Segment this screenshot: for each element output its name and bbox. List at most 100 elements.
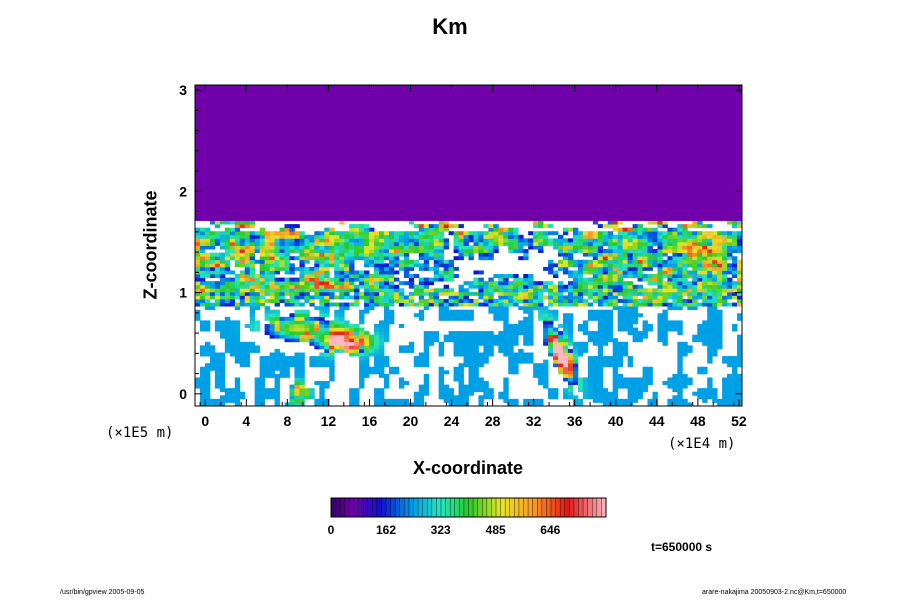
heatmap-cell <box>398 195 405 200</box>
heatmap-cell <box>244 245 251 250</box>
heatmap-cell <box>229 206 236 211</box>
heatmap-cell <box>558 281 564 286</box>
heatmap-cell <box>717 281 723 286</box>
heatmap-cell <box>602 327 609 332</box>
heatmap-cell <box>364 363 370 368</box>
heatmap-cell <box>284 270 290 275</box>
heatmap-cell <box>463 316 469 321</box>
heatmap-cell <box>677 395 683 400</box>
heatmap-cell <box>577 206 584 211</box>
heatmap-cell <box>637 381 643 385</box>
heatmap-cell <box>279 238 285 243</box>
heatmap-cell <box>602 281 609 286</box>
heatmap-cell <box>418 288 425 293</box>
heatmap-cell <box>438 216 445 221</box>
heatmap-cell <box>195 234 201 239</box>
heatmap-cell <box>652 398 658 403</box>
heatmap-cell <box>642 202 648 207</box>
heatmap-cell <box>592 184 599 189</box>
heatmap-cell <box>224 331 231 336</box>
heatmap-cell <box>244 266 251 271</box>
heatmap-cell <box>304 216 310 221</box>
heatmap-cell <box>483 252 489 257</box>
heatmap-cell <box>334 320 340 325</box>
heatmap-cell <box>662 323 668 328</box>
heatmap-cell <box>722 263 728 268</box>
heatmap-cell <box>299 184 305 189</box>
heatmap-cell <box>369 263 375 268</box>
heatmap-cell <box>662 334 668 339</box>
heatmap-cell <box>453 370 459 375</box>
heatmap-cell <box>264 206 270 211</box>
heatmap-cell <box>493 227 499 232</box>
heatmap-cell <box>344 291 350 296</box>
heatmap-cell <box>214 377 221 382</box>
heatmap-cell <box>518 206 524 211</box>
heatmap-cell <box>503 177 509 182</box>
heatmap-cell <box>244 231 251 236</box>
heatmap-cell <box>195 206 201 211</box>
heatmap-cell <box>687 199 693 204</box>
heatmap-cell <box>433 195 440 200</box>
heatmap-cell <box>567 245 574 250</box>
heatmap-cell <box>468 202 474 207</box>
heatmap-cell <box>309 181 315 186</box>
heatmap-cell <box>602 277 609 282</box>
heatmap-cell <box>229 291 236 296</box>
heatmap-cell <box>612 234 619 239</box>
heatmap-cell <box>488 338 494 343</box>
heatmap-cell <box>269 356 275 361</box>
heatmap-cell <box>562 391 569 396</box>
heatmap-cell <box>667 398 673 403</box>
heatmap-cell <box>209 206 216 211</box>
heatmap-cell <box>702 181 708 186</box>
heatmap-cell <box>443 316 450 321</box>
heatmap-cell <box>299 281 305 286</box>
heatmap-cell <box>468 345 474 350</box>
heatmap-cell <box>249 184 256 189</box>
heatmap-cell <box>229 270 236 275</box>
heatmap-cell <box>567 192 574 196</box>
heatmap-cell <box>378 266 385 271</box>
heatmap-cell <box>533 299 539 303</box>
heatmap-cell <box>642 227 648 232</box>
heatmap-cell <box>567 238 574 243</box>
heatmap-cell <box>727 195 733 200</box>
heatmap-cell <box>344 256 350 261</box>
heatmap-cell <box>229 192 236 196</box>
heatmap-cell <box>587 263 594 268</box>
heatmap-cell <box>582 291 589 296</box>
heatmap-cell <box>334 323 340 328</box>
heatmap-cell <box>473 331 479 336</box>
heatmap-cell <box>199 320 206 325</box>
heatmap-cell <box>493 302 499 307</box>
heatmap-cell <box>523 309 529 314</box>
heatmap-cell <box>597 341 604 346</box>
heatmap-cell <box>672 184 678 189</box>
heatmap-cell <box>319 231 325 236</box>
heatmap-cell <box>413 402 420 406</box>
heatmap-cell <box>369 202 375 207</box>
heatmap-cell <box>209 188 216 193</box>
heatmap-cell <box>209 363 216 368</box>
heatmap-cell <box>249 281 256 286</box>
heatmap-cell <box>672 274 678 278</box>
heatmap-cell <box>732 274 738 278</box>
heatmap-cell <box>259 402 266 406</box>
heatmap-cell <box>602 302 609 307</box>
heatmap-cell <box>294 184 300 189</box>
heatmap-cell <box>443 391 450 396</box>
heatmap-cell <box>652 281 658 286</box>
heatmap-cell <box>234 234 241 239</box>
heatmap-cell <box>199 188 206 193</box>
heatmap-cell <box>737 302 742 307</box>
heatmap-cell <box>483 202 489 207</box>
heatmap-cell <box>199 366 206 371</box>
heatmap-cell <box>438 388 445 393</box>
heatmap-cell <box>692 238 698 243</box>
heatmap-cell <box>259 259 266 264</box>
heatmap-cell <box>443 216 450 221</box>
heatmap-cell <box>463 363 469 368</box>
heatmap-cell <box>592 202 599 207</box>
heatmap-cell <box>324 181 330 186</box>
